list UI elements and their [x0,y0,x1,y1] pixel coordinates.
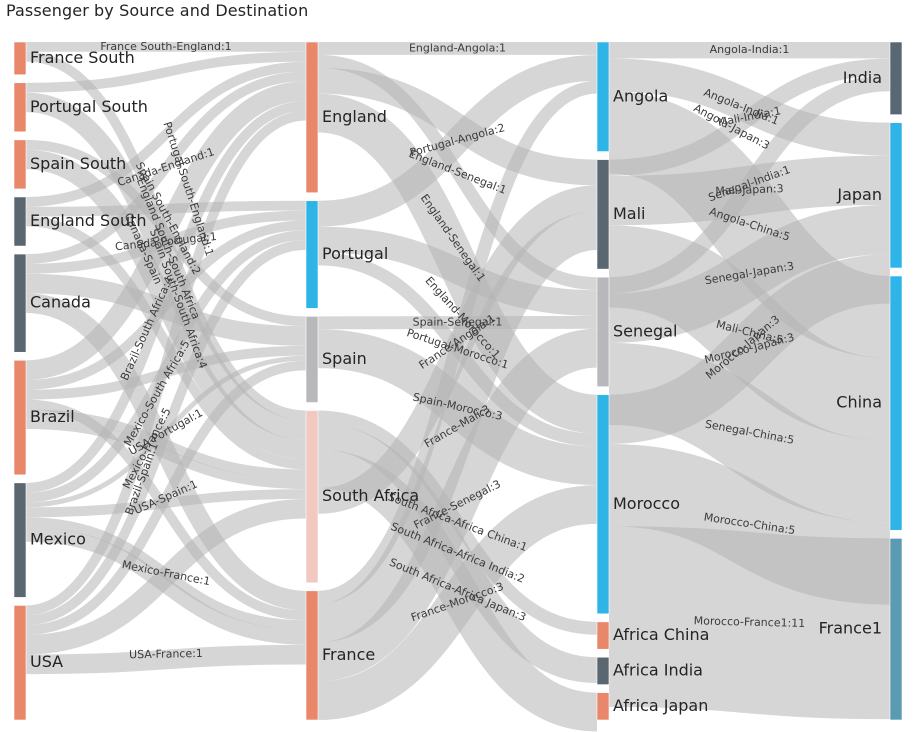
sankey-node[interactable] [13,605,27,721]
node-label: France South [30,48,135,67]
sankey-node[interactable] [13,139,27,190]
sankey-node[interactable] [889,275,903,531]
sankey-link[interactable] [25,92,307,440]
node-label: China [836,393,882,412]
node-label: Canada [30,293,91,312]
sankey-node[interactable] [596,276,610,387]
sankey-link[interactable] [25,200,307,217]
node-label: Africa India [613,660,703,679]
sankey-link[interactable] [316,211,599,643]
sankey-node[interactable] [13,41,27,76]
sankey-node[interactable] [889,41,903,115]
sankey-link[interactable] [25,419,307,490]
node-label: Angola [613,86,668,105]
node-label: Mexico [30,530,86,549]
sankey-link[interactable] [608,526,891,720]
sankey-link[interactable] [317,80,598,604]
sankey-link[interactable] [608,204,891,343]
node-label: Brazil [30,407,75,426]
sankey-node[interactable] [13,359,27,476]
sankey-node[interactable] [596,41,610,152]
node-label: Senegal [613,321,677,340]
sankey-node[interactable] [596,692,610,721]
link-label: Angola-India:1 [710,43,790,56]
sankey-link[interactable] [25,61,307,207]
sankey-node[interactable] [13,253,27,353]
sankey-link[interactable] [25,216,307,470]
sankey-link[interactable] [25,71,307,264]
sankey-node[interactable] [596,621,610,650]
sankey-link[interactable] [317,485,598,721]
sankey-node[interactable] [305,316,319,403]
link-label: USA-France:1 [129,647,203,661]
node-label: Portugal South [30,97,148,116]
node-label: Morocco [613,494,680,513]
nodes-layer: France South Portugal South Spain South Eng… [13,41,903,721]
sankey-link[interactable] [25,110,307,616]
sankey-node[interactable] [305,200,319,309]
link-label: Morocco-France1:11 [694,614,806,630]
sankey-node[interactable] [596,159,610,270]
sankey-node[interactable] [305,590,319,721]
node-label: England South [30,211,147,230]
node-label: France1 [819,619,882,638]
sankey-node[interactable] [305,410,319,584]
sankey-link[interactable] [608,58,891,156]
node-label: Africa Japan [613,696,708,715]
sankey-node[interactable] [889,122,903,269]
sankey-link[interactable] [25,498,307,655]
link-label: France South-England:1 [100,40,231,53]
node-label: England [322,107,387,126]
node-label: India [843,68,882,87]
sankey-node[interactable] [13,482,27,598]
sankey-link[interactable] [25,81,307,380]
link-label: England-Angola:1 [409,41,506,54]
node-label: Japan [836,185,882,204]
sankey-link[interactable] [317,226,598,316]
links-layer [25,42,893,732]
node-label: USA [30,652,63,671]
sankey-node[interactable] [13,82,27,133]
node-label: Spain South [30,154,126,173]
sankey-link[interactable] [316,328,599,682]
sankey-link[interactable] [25,240,307,626]
sankey-node[interactable] [596,394,610,615]
sankey-link[interactable] [25,100,307,493]
node-label: Spain [322,349,367,368]
chart-title: Passenger by Source and Destination [6,1,309,20]
node-label: Mali [613,204,646,223]
node-label: Portugal [322,244,388,263]
node-label: France [322,645,375,664]
sankey-link[interactable] [608,74,891,294]
sankey-node[interactable] [889,538,903,721]
node-label: South Africa [322,486,419,505]
sankey-link[interactable] [25,644,307,665]
sankey-link[interactable] [608,254,891,444]
node-label: Africa China [613,625,709,644]
sankey-node[interactable] [305,41,319,194]
sankey-node[interactable] [596,656,610,685]
sankey-link[interactable] [25,360,307,635]
link-label: Spain-Senegal:1 [413,316,503,329]
link-label: Mali-Japan:3 [715,182,784,198]
sankey-link[interactable] [317,54,598,227]
sankey-link[interactable] [25,654,307,675]
sankey-node[interactable] [13,196,27,247]
sankey-link[interactable] [608,58,891,176]
sankey-link[interactable] [25,51,307,93]
